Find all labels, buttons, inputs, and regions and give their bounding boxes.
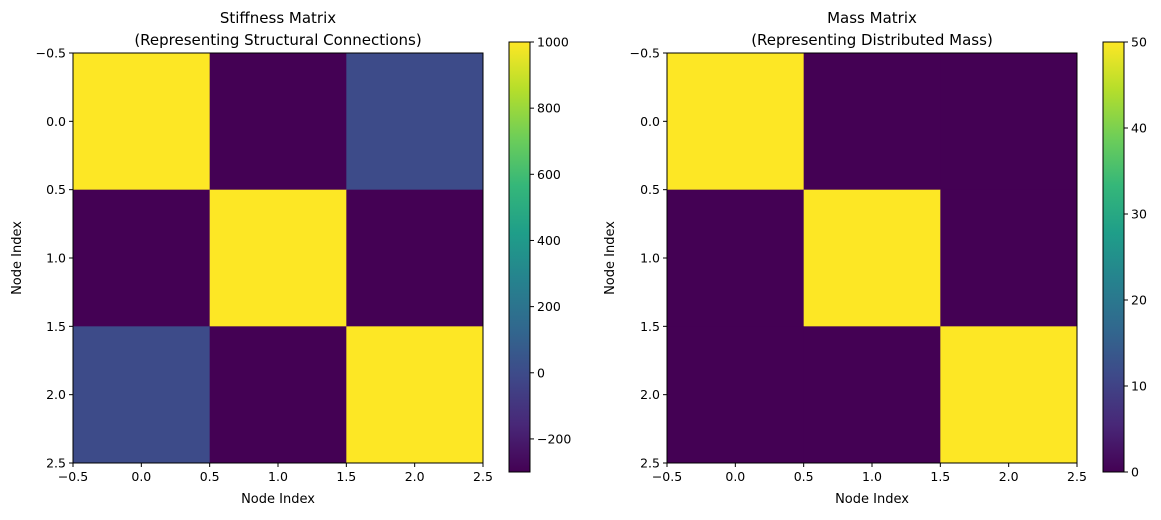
x-tick-label: 2.0 (405, 469, 425, 484)
x-tick-label: −0.5 (58, 469, 88, 484)
colorbar: −200 0 200 400 600 800 1000 (508, 35, 571, 473)
y-tick-label: −0.5 (630, 46, 660, 61)
colorbar: 0 10 20 30 40 50 (1102, 35, 1147, 480)
stiffness-matrix-chart: Stiffness Matrix (Representing Structura… (10, 9, 571, 507)
y-axis-ticks: −0.5 0.0 0.5 1.0 1.5 2.0 2.5 (36, 46, 73, 471)
heatmap-cell (209, 189, 347, 327)
colorbar-tick-label: 0 (1131, 465, 1139, 480)
heatmap-cell (667, 189, 805, 327)
heatmap-cell (803, 326, 941, 464)
heatmap-cell (346, 326, 484, 464)
y-tick-label: −0.5 (36, 46, 66, 61)
heatmap-cell (667, 53, 805, 191)
chart-title-line1: Mass Matrix (827, 9, 917, 27)
y-tick-label: 2.0 (640, 387, 660, 402)
colorbar-tick-label: 1000 (537, 35, 569, 50)
y-tick-label: 2.0 (46, 387, 66, 402)
chart-title-line1: Stiffness Matrix (220, 9, 336, 27)
colorbar-tick-label: 400 (537, 233, 561, 248)
heatmap-cell (209, 53, 347, 191)
heatmap-cell (940, 53, 1078, 191)
heatmap-cell (803, 189, 941, 327)
heatmap-cells (73, 53, 484, 464)
x-tick-label: 2.5 (1067, 469, 1087, 484)
colorbar-gradient (508, 41, 531, 473)
x-tick-label: 2.0 (999, 469, 1019, 484)
x-tick-label: 1.5 (930, 469, 950, 484)
x-tick-label: 0.5 (794, 469, 814, 484)
y-tick-label: 0.5 (640, 182, 660, 197)
chart-title-line2: (Representing Structural Connections) (134, 31, 421, 49)
y-tick-label: 0.0 (46, 114, 66, 129)
x-axis-ticks: −0.5 0.0 0.5 1.0 1.5 2.0 2.5 (652, 463, 1087, 484)
heatmap-cell (346, 53, 484, 191)
x-tick-label: −0.5 (652, 469, 682, 484)
chart-title-line2: (Representing Distributed Mass) (751, 31, 993, 49)
x-axis-label: Node Index (241, 492, 315, 507)
x-tick-label: 1.0 (268, 469, 288, 484)
y-axis-ticks: −0.5 0.0 0.5 1.0 1.5 2.0 2.5 (630, 46, 667, 471)
y-axis-label: Node Index (10, 221, 25, 295)
mass-matrix-chart: Mass Matrix (Representing Distributed Ma… (603, 9, 1147, 507)
x-tick-label: 0.5 (200, 469, 220, 484)
colorbar-tick-label: 40 (1131, 121, 1147, 136)
colorbar-tick-label: 30 (1131, 207, 1147, 222)
y-tick-label: 1.5 (46, 319, 66, 334)
colorbar-tick-label: 800 (537, 101, 561, 116)
y-tick-label: 0.5 (46, 182, 66, 197)
y-tick-label: 1.5 (640, 319, 660, 334)
heatmap-cell (73, 53, 211, 191)
heatmap-cell (803, 53, 941, 191)
y-tick-label: 0.0 (640, 114, 660, 129)
colorbar-tick-label: 600 (537, 167, 561, 182)
x-tick-label: 0.0 (725, 469, 745, 484)
colorbar-ticks: 0 10 20 30 40 50 (1124, 35, 1147, 480)
heatmap-cell (940, 326, 1078, 464)
y-tick-label: 2.5 (46, 456, 66, 471)
heatmap-cell (73, 189, 211, 327)
colorbar-tick-label: 0 (537, 365, 545, 380)
colorbar-ticks: −200 0 200 400 600 800 1000 (530, 35, 571, 446)
colorbar-tick-label: 200 (537, 299, 561, 314)
colorbar-gradient (1102, 41, 1125, 473)
x-axis-label: Node Index (835, 492, 909, 507)
x-axis-ticks: −0.5 0.0 0.5 1.0 1.5 2.0 2.5 (58, 463, 493, 484)
y-tick-label: 1.0 (46, 251, 66, 266)
heatmap-cell (209, 326, 347, 464)
colorbar-tick-label: −200 (537, 431, 571, 446)
y-tick-label: 2.5 (640, 456, 660, 471)
heatmap-cell (346, 189, 484, 327)
heatmap-cell (940, 189, 1078, 327)
x-tick-label: 0.0 (131, 469, 151, 484)
x-tick-label: 2.5 (473, 469, 493, 484)
heatmap-cell (667, 326, 805, 464)
colorbar-tick-label: 20 (1131, 293, 1147, 308)
heatmap-cell (73, 326, 211, 464)
heatmap-cells (667, 53, 1078, 464)
y-axis-label: Node Index (603, 221, 618, 295)
x-tick-label: 1.5 (336, 469, 356, 484)
colorbar-tick-label: 50 (1131, 35, 1147, 50)
y-tick-label: 1.0 (640, 251, 660, 266)
x-tick-label: 1.0 (862, 469, 882, 484)
colorbar-tick-label: 10 (1131, 379, 1147, 394)
